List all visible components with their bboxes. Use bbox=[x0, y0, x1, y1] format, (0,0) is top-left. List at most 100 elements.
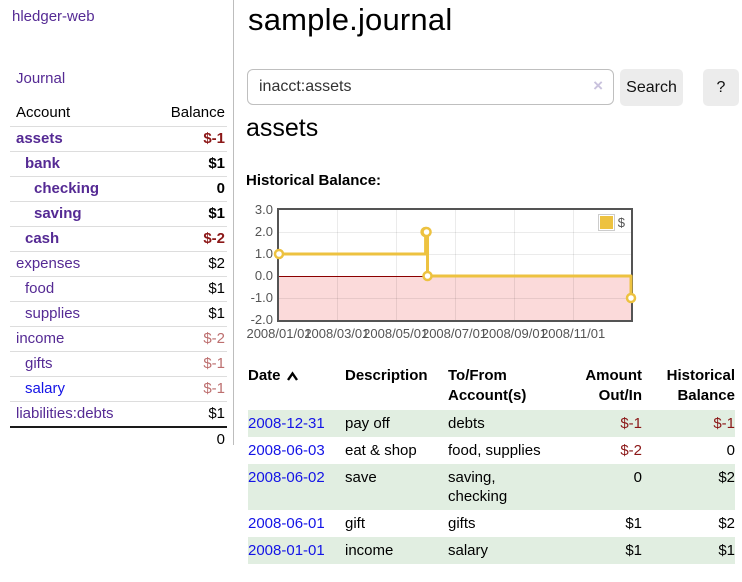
account-balance: $1 bbox=[145, 276, 227, 302]
account-link-food[interactable]: food bbox=[25, 280, 55, 297]
chart-point bbox=[273, 248, 285, 260]
accounts-total-row: 0 bbox=[10, 426, 227, 452]
y-axis-tick-label: -1.0 bbox=[250, 290, 273, 305]
account-link-liabilities-debts[interactable]: liabilities:debts bbox=[16, 405, 114, 422]
transaction-date-link[interactable]: 2008-06-01 bbox=[248, 515, 325, 532]
account-row: checking 0 bbox=[10, 176, 227, 202]
account-row: saving $1 bbox=[10, 201, 227, 227]
transaction-date-link[interactable]: 2008-12-31 bbox=[248, 415, 325, 432]
x-axis-tick-label: 2008/03/01 bbox=[304, 326, 370, 341]
account-link-supplies[interactable]: supplies bbox=[25, 305, 81, 322]
account-balance: $-2 bbox=[145, 326, 227, 352]
transaction-description: eat & shop bbox=[345, 442, 417, 459]
gridline bbox=[514, 210, 516, 320]
chart-negative-region bbox=[279, 276, 631, 320]
account-link-expenses[interactable]: expenses bbox=[16, 255, 81, 272]
transaction-accounts: food, supplies bbox=[448, 442, 541, 459]
account-balance: $2 bbox=[145, 251, 227, 277]
account-balance: $-1 bbox=[145, 351, 227, 377]
sidebar-item-journal[interactable]: Journal bbox=[16, 70, 66, 87]
account-row: expenses $2 bbox=[10, 251, 227, 277]
legend-series-label: $ bbox=[617, 215, 625, 230]
chart-plot-area: $ bbox=[273, 208, 637, 322]
help-button[interactable]: ? bbox=[703, 69, 739, 106]
account-row: supplies $1 bbox=[10, 301, 227, 327]
y-axis-tick-label: -2.0 bbox=[250, 312, 273, 327]
brand-link[interactable]: hledger-web bbox=[12, 8, 95, 25]
x-axis-tick-label: 2008/01/01 bbox=[246, 326, 312, 341]
account-row: food $1 bbox=[10, 276, 227, 302]
transaction-accounts: salary bbox=[448, 542, 489, 559]
account-row: liabilities:debts $1 bbox=[10, 401, 227, 427]
transaction-accounts: saving, checking bbox=[448, 469, 508, 505]
transaction-description: pay off bbox=[345, 415, 390, 432]
account-link-saving[interactable]: saving bbox=[34, 205, 82, 222]
transaction-balance: 0 bbox=[726, 442, 735, 459]
chart-legend: $ bbox=[595, 213, 627, 232]
transaction-date-link[interactable]: 2008-06-03 bbox=[248, 442, 325, 459]
gridline bbox=[279, 254, 631, 255]
accounts-total-value: 0 bbox=[145, 426, 227, 452]
account-link-income[interactable]: income bbox=[16, 330, 65, 347]
account-link-assets[interactable]: assets bbox=[16, 130, 63, 147]
register-header-description: Description bbox=[345, 367, 428, 384]
register-table: Date Description To/From Account(s) Amount … bbox=[248, 364, 735, 564]
account-link-salary[interactable]: salary bbox=[25, 380, 66, 397]
chart-title: Historical Balance: bbox=[246, 172, 382, 189]
gridline bbox=[573, 210, 575, 320]
transaction-date-link[interactable]: 2008-06-02 bbox=[248, 469, 325, 486]
transaction-description: save bbox=[345, 469, 377, 486]
account-link-gifts[interactable]: gifts bbox=[25, 355, 53, 372]
account-balance: $-1 bbox=[145, 376, 227, 402]
search-form: × bbox=[247, 69, 614, 105]
account-row: cash $-2 bbox=[10, 226, 227, 252]
account-balance: $1 bbox=[145, 201, 227, 227]
account-row: gifts $-1 bbox=[10, 351, 227, 377]
transaction-balance: $-1 bbox=[713, 415, 735, 432]
page-title: sample.journal bbox=[248, 2, 453, 37]
transaction-balance: $2 bbox=[718, 515, 735, 532]
register-row: 2008-12-31 pay off debts $-1 $-1 bbox=[248, 410, 735, 437]
account-row: salary $-1 bbox=[10, 376, 227, 402]
account-link-checking[interactable]: checking bbox=[34, 180, 100, 197]
accounts-column-header: Account bbox=[16, 104, 71, 121]
account-balance: $-2 bbox=[145, 226, 227, 252]
transaction-amount: $-1 bbox=[620, 415, 642, 432]
transaction-amount: $1 bbox=[625, 542, 642, 559]
transaction-amount: 0 bbox=[633, 469, 642, 486]
register-header-amount: Amount Out/In bbox=[585, 367, 642, 404]
register-row: 2008-06-02 save saving, checking 0 $2 bbox=[248, 464, 735, 510]
sidebar: hledger-web Journal Account Balance asse… bbox=[0, 0, 234, 452]
gridline bbox=[454, 210, 456, 320]
y-axis-tick-label: 2.0 bbox=[254, 224, 273, 239]
account-link-bank[interactable]: bank bbox=[25, 155, 61, 172]
account-balance: $1 bbox=[145, 401, 227, 427]
search-button[interactable]: Search bbox=[620, 69, 683, 106]
x-axis-tick-label: 2008/11/01 bbox=[541, 326, 606, 341]
transaction-amount: $1 bbox=[625, 515, 642, 532]
legend-swatch-icon bbox=[597, 214, 615, 231]
chart-point bbox=[421, 226, 432, 238]
account-balance: $1 bbox=[145, 151, 227, 177]
search-input[interactable] bbox=[247, 69, 614, 105]
sort-asc-icon bbox=[286, 370, 298, 381]
register-row: 2008-06-03 eat & shop food, supplies $-2 0 bbox=[248, 437, 735, 464]
x-axis-tick-label: 2008/07/01 bbox=[421, 326, 488, 341]
account-row: assets $-1 bbox=[10, 126, 227, 152]
historical-balance-chart: $ 3.0 2.0 1.0 0.0 -1.0 -2.0 2008/01/01 2008/03/… bbox=[245, 202, 685, 350]
register-header-date[interactable]: Date bbox=[248, 364, 345, 410]
clear-search-icon[interactable]: × bbox=[593, 76, 603, 95]
transaction-date-link[interactable]: 2008-01-01 bbox=[248, 542, 325, 559]
transaction-accounts: debts bbox=[448, 415, 485, 432]
gridline bbox=[279, 298, 631, 299]
chart-series bbox=[273, 226, 637, 304]
transaction-amount: $-2 bbox=[620, 442, 642, 459]
gridline bbox=[395, 210, 397, 320]
gridline bbox=[336, 210, 338, 320]
transaction-accounts: gifts bbox=[448, 515, 476, 532]
transaction-description: income bbox=[345, 542, 394, 559]
register-header-balance: Historical Balance bbox=[666, 367, 735, 404]
account-link-cash[interactable]: cash bbox=[25, 230, 60, 247]
account-balance: $-1 bbox=[145, 126, 227, 152]
register-header-accounts: To/From Account(s) bbox=[448, 367, 527, 404]
